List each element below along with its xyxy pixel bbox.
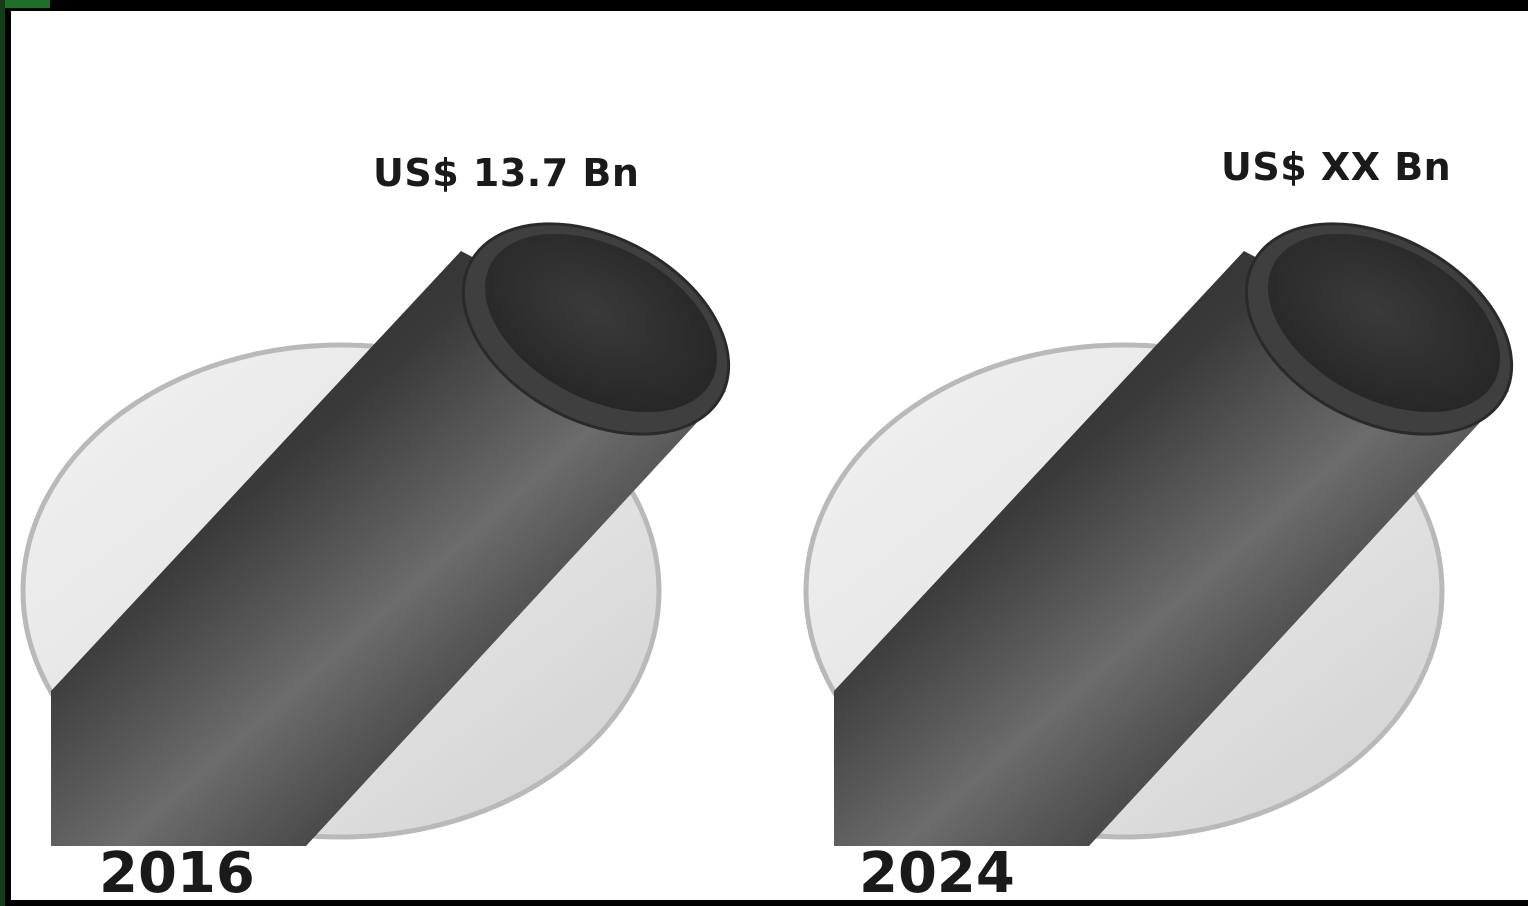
year-label-2024: 2024: [859, 841, 1015, 900]
pipe-end-inner: [1268, 233, 1500, 413]
pipe-on-disc-illustration-2016: [20, 222, 731, 846]
corner-accent: [0, 0, 50, 8]
year-label-2016: 2016: [99, 841, 255, 900]
pipe-illustrations: [20, 222, 1514, 846]
value-label-2016: US$ 13.7 Bn: [373, 151, 640, 195]
pipe-end-inner: [485, 233, 717, 413]
value-label-2024: US$ XX Bn: [1221, 145, 1452, 189]
pipe-on-disc-illustration-2024: [803, 222, 1514, 846]
infographic-canvas: US$ 13.7 Bn 2016 US$ XX Bn 2024: [11, 11, 1528, 900]
left-accent: [0, 0, 5, 906]
